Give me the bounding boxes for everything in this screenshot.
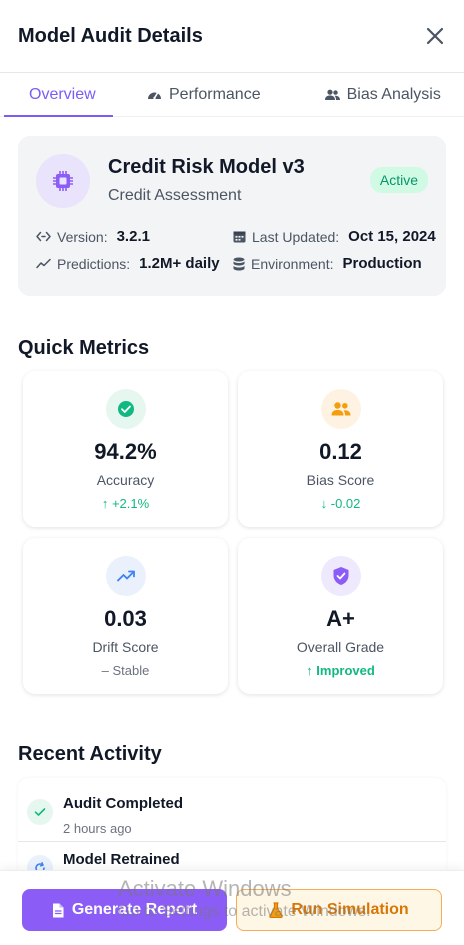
accuracy-value: 94.2% xyxy=(94,439,157,464)
arrow-up-icon: ↑ xyxy=(306,663,313,678)
generate-report-label: Generate Report xyxy=(71,901,198,918)
version-label: Version: xyxy=(57,228,108,245)
overall-grade-value: A+ xyxy=(326,606,355,631)
model-version: Version: 3.2.1 xyxy=(36,228,150,245)
arrow-down-icon: ↓ xyxy=(320,496,328,511)
activity-item[interactable]: Audit Completed 2 hours ago xyxy=(18,786,446,841)
shield-check-icon-wrapper xyxy=(320,556,361,596)
model-environment: Environment: Production xyxy=(233,255,422,272)
chip-icon-wrapper xyxy=(36,154,90,208)
close-button[interactable] xyxy=(424,25,446,47)
metric-card-drift-score[interactable]: 0.03 Drift Score – Stable xyxy=(23,538,228,694)
modal-title: Model Audit Details xyxy=(18,24,203,47)
metric-card-accuracy[interactable]: 94.2% Accuracy ↑ +2.1% xyxy=(23,371,228,527)
tab-overview-label: Overview xyxy=(29,85,96,103)
run-simulation-label: Run Simulation xyxy=(291,901,409,918)
tab-bias-analysis-label: Bias Analysis xyxy=(346,85,441,103)
predictions-value: 1.2M+ daily xyxy=(139,255,220,272)
bias-score-change: ↓ -0.02 xyxy=(238,496,443,511)
code-icon xyxy=(36,231,51,242)
close-icon xyxy=(426,27,444,45)
last-updated-value: Oct 15, 2024 xyxy=(348,228,436,245)
accuracy-change: ↑ +2.1% xyxy=(23,496,228,511)
check-icon-wrapper xyxy=(27,799,53,825)
check-circle-icon-wrapper xyxy=(105,389,146,429)
gauge-icon xyxy=(148,92,161,100)
document-icon xyxy=(52,903,64,917)
chip-icon xyxy=(53,171,73,191)
users-icon-wrapper xyxy=(320,389,361,429)
generate-report-button[interactable]: Generate Report xyxy=(22,889,227,931)
users-icon xyxy=(331,402,350,416)
tab-bias-analysis[interactable]: Bias Analysis xyxy=(283,73,463,116)
overall-grade-change: ↑ Improved xyxy=(238,663,443,678)
bias-score-value: 0.12 xyxy=(319,439,362,464)
trend-up-icon-wrapper xyxy=(105,556,146,596)
overall-grade-change-value: Improved xyxy=(316,663,375,678)
model-category: Credit Assessment xyxy=(108,187,242,204)
metric-card-bias-score[interactable]: 0.12 Bias Score ↓ -0.02 xyxy=(238,371,443,527)
model-predictions: Predictions: 1.2M+ daily xyxy=(36,255,220,272)
arrow-up-icon: ↑ xyxy=(101,496,109,511)
bias-score-change-value: -0.02 xyxy=(330,496,361,511)
model-summary-card: Credit Risk Model v3 Credit Assessment A… xyxy=(18,136,446,296)
environment-label: Environment: xyxy=(251,255,334,272)
recent-activity-list: Audit Completed 2 hours ago Model Retrai… xyxy=(18,778,446,888)
footer-actions: Generate Report Run Simulation xyxy=(0,870,464,945)
quick-metrics-title: Quick Metrics xyxy=(18,337,150,359)
modal-header: Model Audit Details xyxy=(0,0,464,73)
overall-grade-label: Overall Grade xyxy=(296,639,385,655)
drift-score-change: – Stable xyxy=(23,663,228,678)
trend-up-icon xyxy=(116,570,135,582)
bias-score-label: Bias Score xyxy=(306,472,375,488)
drift-score-label: Drift Score xyxy=(92,639,159,655)
shield-check-icon xyxy=(333,567,348,585)
tab-overview[interactable]: Overview xyxy=(0,73,117,117)
predictions-label: Predictions: xyxy=(57,255,131,272)
activity-time: 2 hours ago xyxy=(63,821,132,836)
line-chart-icon xyxy=(36,258,51,269)
check-icon xyxy=(34,808,46,816)
calendar-icon xyxy=(233,231,246,243)
activity-title: Audit Completed xyxy=(63,795,183,812)
run-simulation-button[interactable]: Run Simulation xyxy=(236,889,442,931)
recent-activity-title: Recent Activity xyxy=(18,743,162,765)
drift-score-value: 0.03 xyxy=(104,606,147,631)
accuracy-label: Accuracy xyxy=(96,472,155,488)
metric-card-overall-grade[interactable]: A+ Overall Grade ↑ Improved xyxy=(238,538,443,694)
model-last-updated: Last Updated: Oct 15, 2024 xyxy=(233,228,436,245)
activity-title: Model Retrained xyxy=(63,851,180,868)
drift-score-change-value: Stable xyxy=(112,663,150,678)
tab-performance[interactable]: Performance xyxy=(117,73,283,116)
status-badge: Active xyxy=(369,167,428,193)
users-icon xyxy=(324,89,340,100)
check-circle-icon xyxy=(117,401,134,417)
tab-performance-label: Performance xyxy=(169,85,261,103)
last-updated-label: Last Updated: xyxy=(252,228,340,245)
environment-value: Production xyxy=(342,255,422,272)
model-name: Credit Risk Model v3 xyxy=(108,156,305,178)
dash-icon: – xyxy=(101,663,109,678)
accuracy-change-value: +2.1% xyxy=(111,496,150,511)
tab-bar: Overview Performance Bias Analysis xyxy=(0,73,464,117)
database-icon xyxy=(233,257,245,270)
flask-icon xyxy=(269,902,284,918)
version-value: 3.2.1 xyxy=(116,228,150,245)
